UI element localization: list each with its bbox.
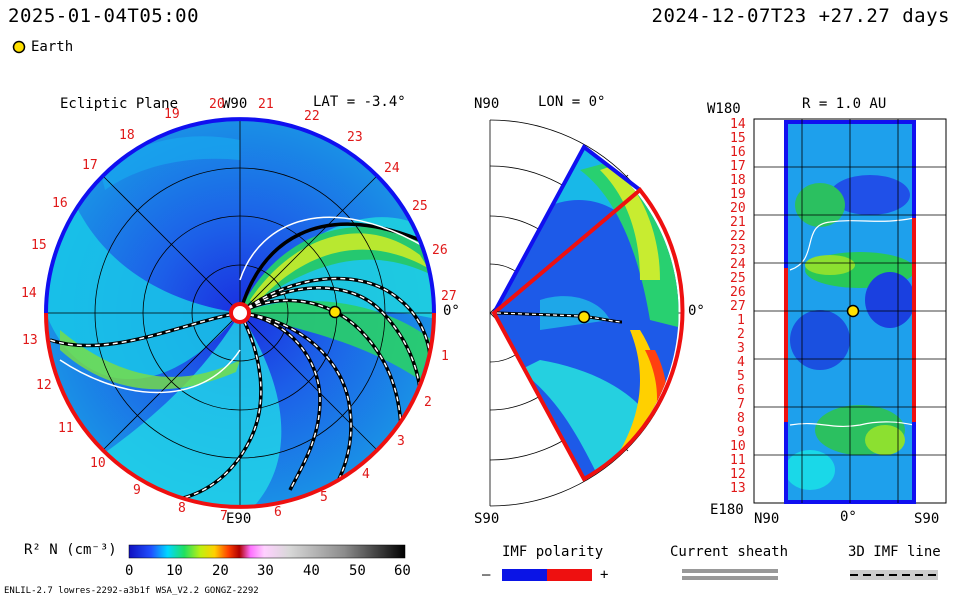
radius-y-label: 6 xyxy=(737,383,745,398)
carrington-tick: 8 xyxy=(178,501,186,516)
radius-y-label: 24 xyxy=(730,257,746,272)
ecliptic-lat-label: LAT = -3.4° xyxy=(313,94,406,110)
radius-x-label-0: 0° xyxy=(840,509,857,525)
radius-y-label: 23 xyxy=(730,243,746,258)
radius-y-label: 15 xyxy=(730,131,746,146)
carrington-tick: 1 xyxy=(441,349,449,364)
radius-y-label: 7 xyxy=(737,397,745,412)
carrington-tick: 25 xyxy=(412,199,428,214)
carrington-tick: 19 xyxy=(164,107,180,122)
meridional-plane-map xyxy=(489,119,685,507)
imf-polarity-title: IMF polarity xyxy=(502,544,604,560)
radius-map xyxy=(753,118,947,504)
ecliptic-top-label: W90 xyxy=(222,96,248,112)
polarity-ring-north xyxy=(44,117,436,314)
carrington-tick: 24 xyxy=(384,161,400,176)
earth-legend-icon xyxy=(12,40,26,54)
radius-y-label: 5 xyxy=(737,369,745,384)
carrington-tick: 16 xyxy=(52,196,68,211)
radius-y-label: 16 xyxy=(730,145,746,160)
radius-y-label: 8 xyxy=(737,411,745,426)
polarity-ring-south xyxy=(44,312,436,509)
colorbar-tick: 0 xyxy=(125,563,134,579)
carrington-tick: 3 xyxy=(397,434,405,449)
meridional-top-label: N90 xyxy=(474,96,500,112)
carrington-tick: 4 xyxy=(362,467,370,482)
carrington-tick: 17 xyxy=(82,158,98,173)
carrington-tick: 14 xyxy=(21,286,37,301)
radius-y-label: 17 xyxy=(730,159,746,174)
carrington-tick: 6 xyxy=(274,505,282,520)
meridional-right-label: 0° xyxy=(688,303,705,319)
earth-marker-radius xyxy=(846,304,860,318)
radius-y-label: 9 xyxy=(737,425,745,440)
ecliptic-bottom-label: E90 xyxy=(226,511,252,527)
reference-time: 2024-12-07T23 +27.27 days xyxy=(651,5,950,27)
carrington-tick: 9 xyxy=(133,483,141,498)
carrington-tick: 7 xyxy=(220,509,228,524)
radius-y-label: 26 xyxy=(730,285,746,300)
radius-bottom-left: E180 xyxy=(710,502,744,518)
radius-r-label: R = 1.0 AU xyxy=(802,96,887,112)
radius-y-label: 1 xyxy=(737,313,745,328)
radius-x-label-s: S90 xyxy=(914,511,940,527)
density-colorbar xyxy=(128,544,406,559)
carrington-tick: 13 xyxy=(22,333,38,348)
radius-y-label: 18 xyxy=(730,173,746,188)
colorbar-tick: 40 xyxy=(303,563,320,579)
model-footer: ENLIL-2.7 lowres-2292-a3b1f WSA_V2.2 GON… xyxy=(4,586,259,596)
radius-top-left: W180 xyxy=(707,101,741,117)
carrington-tick: 10 xyxy=(90,456,106,471)
meridional-bottom-label: S90 xyxy=(474,511,500,527)
ecliptic-right-label: 0° xyxy=(443,303,460,319)
colorbar-tick: 20 xyxy=(212,563,229,579)
carrington-tick: 27 xyxy=(441,289,457,304)
colorbar-tick: 60 xyxy=(394,563,411,579)
carrington-tick: 18 xyxy=(119,128,135,143)
colorbar-tick: 50 xyxy=(349,563,366,579)
earth-marker-meridional xyxy=(577,310,591,324)
radius-y-label: 11 xyxy=(730,453,746,468)
carrington-tick: 23 xyxy=(347,130,363,145)
earth-marker-ecliptic xyxy=(328,305,342,319)
radius-y-label: 10 xyxy=(730,439,746,454)
colorbar-label: R² N (cm⁻³) xyxy=(24,542,117,558)
radius-y-label: 12 xyxy=(730,467,746,482)
imf-minus-label: – xyxy=(482,567,491,583)
sun-marker xyxy=(229,302,251,324)
radius-y-label: 27 xyxy=(730,299,746,314)
carrington-tick: 2 xyxy=(424,395,432,410)
radius-x-label-n: N90 xyxy=(754,511,780,527)
imf-minus-swatch xyxy=(502,569,547,581)
radius-y-label: 2 xyxy=(737,327,745,342)
carrington-tick: 26 xyxy=(432,243,448,258)
current-sheath-title: Current sheath xyxy=(670,544,789,560)
carrington-tick: 5 xyxy=(320,490,328,505)
radius-y-label: 19 xyxy=(730,187,746,202)
radius-y-label: 3 xyxy=(737,341,745,356)
radius-y-label: 4 xyxy=(737,355,745,370)
meridional-lon-label: LON = 0° xyxy=(538,94,606,110)
radius-y-label: 22 xyxy=(730,229,746,244)
carrington-tick: 21 xyxy=(258,97,274,112)
colorbar-tick: 10 xyxy=(166,563,183,579)
imf-line-title: 3D IMF line xyxy=(848,544,941,560)
carrington-tick: 12 xyxy=(36,378,52,393)
imf-plus-swatch xyxy=(547,569,592,581)
carrington-tick: 20 xyxy=(209,97,225,112)
carrington-tick: 15 xyxy=(31,238,47,253)
radius-y-label: 13 xyxy=(730,481,746,496)
earth-legend-label: Earth xyxy=(31,39,74,55)
radius-y-label: 14 xyxy=(730,117,746,132)
ecliptic-title: Ecliptic Plane xyxy=(60,96,179,112)
run-time: 2025-01-04T05:00 xyxy=(8,5,200,27)
radius-y-label: 21 xyxy=(730,215,746,230)
radius-y-label: 25 xyxy=(730,271,746,286)
carrington-tick: 11 xyxy=(58,421,74,436)
radius-y-label: 20 xyxy=(730,201,746,216)
colorbar-tick: 30 xyxy=(257,563,274,579)
imf-plus-label: + xyxy=(600,567,609,583)
carrington-tick: 22 xyxy=(304,109,320,124)
